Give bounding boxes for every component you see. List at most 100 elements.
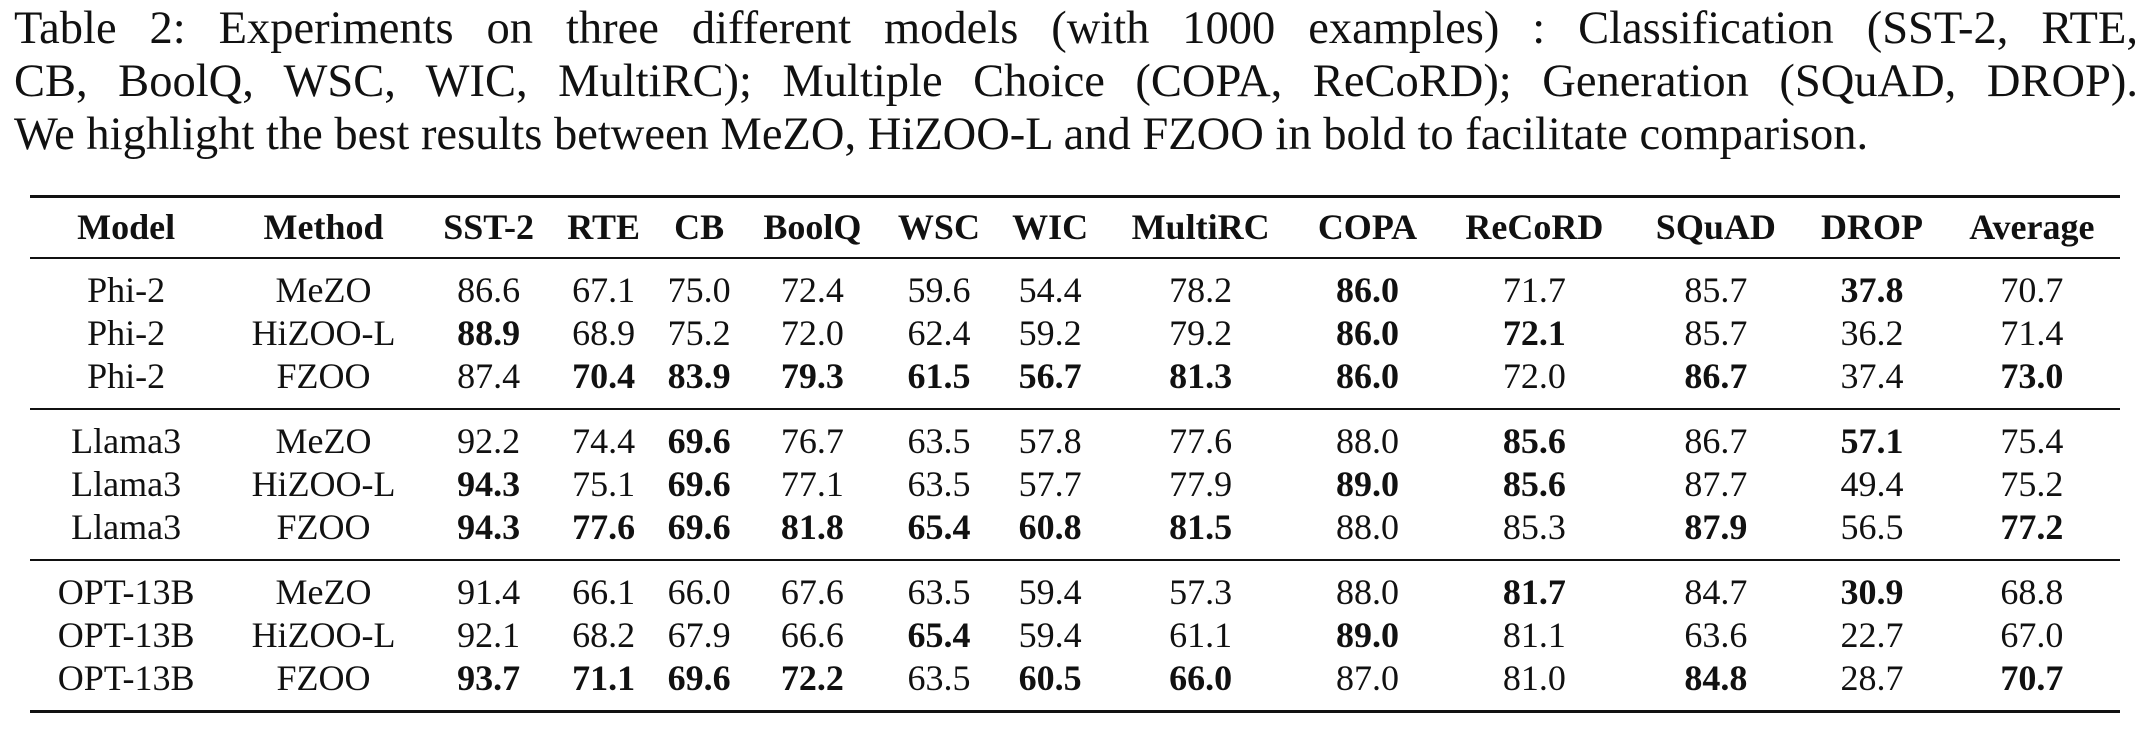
value-cell: 86.0	[1335, 313, 1399, 353]
value-cell: 56.7	[1018, 356, 1082, 396]
column-header: COPA	[1297, 195, 1438, 259]
value-cell: 81.3	[1169, 356, 1233, 396]
header-row: Model Method SST-2 RTE CB BoolQ WSC WIC MultiRC C…	[30, 195, 2120, 259]
value-cell: 57.3	[1103, 559, 1298, 614]
value-cell: 68.8	[1943, 559, 2120, 614]
table-row: Phi-2 FZOO 87.4 70.4 83.9 79.3 61.5 56.7 81.3 86.…	[30, 355, 2120, 409]
value-cell: 68.9	[572, 313, 636, 353]
model-cell: OPT-13B	[30, 657, 223, 713]
value-cell: 63.5	[881, 657, 997, 713]
value-cell: 86.6	[457, 270, 521, 310]
value-cell: 88.9	[457, 313, 521, 353]
value-cell: 60.8	[1018, 507, 1082, 547]
value-cell: 59.2	[1018, 313, 1082, 353]
value-cell: 88.0	[1297, 408, 1438, 463]
column-header: SQuAD	[1631, 195, 1801, 259]
value-cell: 87.9	[1684, 507, 1748, 547]
value-cell: 75.4	[1943, 408, 2120, 463]
value-cell: 71.7	[1502, 270, 1566, 310]
value-cell: 85.7	[1684, 313, 1748, 353]
value-cell: 84.8	[1631, 657, 1801, 713]
caption-line: Table 2: Experiments on three different …	[14, 3, 2138, 54]
value-cell: 61.5	[907, 356, 971, 396]
value-cell: 70.7	[2000, 270, 2064, 310]
caption-line: We highlight the best results between Me…	[14, 109, 1869, 160]
value-cell: 84.7	[1631, 559, 1801, 614]
value-cell: 94.3	[457, 464, 521, 504]
method-cell: FZOO	[222, 657, 425, 713]
table-row: OPT-13B FZOO 93.7 71.1 69.6 72.2 63.5 60.5 66.0 8…	[30, 657, 2120, 713]
value-cell: 66.0	[654, 559, 744, 614]
value-cell: 70.4	[572, 356, 636, 396]
column-header: SST-2	[424, 195, 553, 259]
table-row: Phi-2 HiZOO-L 88.9 68.9 75.2 72.0 62.4 59.2 79.2…	[30, 312, 2120, 355]
value-cell: 28.7	[1800, 657, 1944, 713]
value-cell: 66.0	[1103, 657, 1298, 713]
value-cell: 89.0	[1335, 615, 1399, 655]
table-caption: Table 2: Experiments on three different …	[14, 2, 2138, 161]
value-cell: 62.4	[907, 313, 971, 353]
value-cell: 70.7	[1943, 657, 2120, 713]
value-cell: 93.7	[424, 657, 553, 713]
value-cell: 75.2	[667, 313, 731, 353]
value-cell: 57.1	[1800, 408, 1944, 463]
column-header: DROP	[1800, 195, 1944, 259]
value-cell: 65.4	[907, 507, 971, 547]
table-row: OPT-13B HiZOO-L 92.1 68.2 67.9 66.6 65.4 59.4 61…	[30, 614, 2120, 657]
value-cell: 59.4	[996, 559, 1104, 614]
value-cell: 69.6	[667, 464, 731, 504]
model-group: Phi-2 MeZO 86.6 67.1 75.0 72.4 59.6 54.4 78.2 86.…	[30, 258, 2120, 409]
value-cell: 92.1	[457, 615, 521, 655]
column-header: ReCoRD	[1437, 195, 1632, 259]
value-cell: 87.0	[1297, 657, 1438, 713]
value-cell: 81.1	[1502, 615, 1566, 655]
value-cell: 85.6	[1502, 464, 1566, 504]
value-cell: 81.8	[780, 507, 844, 547]
value-cell: 71.4	[2000, 313, 2064, 353]
model-cell: Phi-2	[87, 356, 166, 396]
model-cell: Phi-2	[87, 270, 166, 310]
model-cell: Phi-2	[87, 313, 166, 353]
method-cell: HiZOO-L	[251, 464, 396, 504]
caption-line: CB, BoolQ, WSC, WIC, MultiRC); Multiple …	[14, 56, 2138, 107]
value-cell: 63.6	[1684, 615, 1748, 655]
value-cell: 63.5	[881, 559, 997, 614]
value-cell: 87.7	[1684, 464, 1748, 504]
column-header: BoolQ	[743, 195, 882, 259]
value-cell: 73.0	[2000, 356, 2064, 396]
value-cell: 67.6	[743, 559, 882, 614]
value-cell: 22.7	[1840, 615, 1904, 655]
results-table: Model Method SST-2 RTE CB BoolQ WSC WIC MultiRC C…	[30, 195, 2120, 713]
model-cell: OPT-13B	[30, 559, 223, 614]
value-cell: 63.5	[907, 464, 971, 504]
model-cell: Llama3	[30, 408, 223, 463]
value-cell: 72.0	[1502, 356, 1566, 396]
value-cell: 81.0	[1437, 657, 1632, 713]
value-cell: 57.8	[996, 408, 1104, 463]
value-cell: 59.6	[907, 270, 971, 310]
value-cell: 89.0	[1335, 464, 1399, 504]
value-cell: 79.2	[1169, 313, 1233, 353]
value-cell: 75.1	[572, 464, 636, 504]
column-header: Model	[30, 195, 223, 259]
value-cell: 37.8	[1840, 270, 1904, 310]
value-cell: 77.2	[2000, 507, 2064, 547]
value-cell: 79.3	[780, 356, 844, 396]
table-row: Llama3 HiZOO-L 94.3 75.1 69.6 77.1 63.5 57.7 77.…	[30, 463, 2120, 506]
value-cell: 67.1	[572, 270, 636, 310]
method-cell: MeZO	[275, 270, 372, 310]
value-cell: 78.2	[1169, 270, 1233, 310]
table-row: Llama3 FZOO 94.3 77.6 69.6 81.8 65.4 60.8 81.5 88…	[30, 506, 2120, 560]
value-cell: 85.7	[1684, 270, 1748, 310]
column-header: Average	[1943, 195, 2120, 259]
value-cell: 37.4	[1840, 356, 1904, 396]
value-cell: 30.9	[1800, 559, 1944, 614]
model-cell: OPT-13B	[57, 615, 195, 655]
value-cell: 77.9	[1169, 464, 1233, 504]
column-header: Method	[222, 195, 425, 259]
value-cell: 83.9	[667, 356, 731, 396]
value-cell: 66.6	[780, 615, 844, 655]
value-cell: 36.2	[1840, 313, 1904, 353]
value-cell: 81.5	[1169, 507, 1233, 547]
value-cell: 61.1	[1169, 615, 1233, 655]
